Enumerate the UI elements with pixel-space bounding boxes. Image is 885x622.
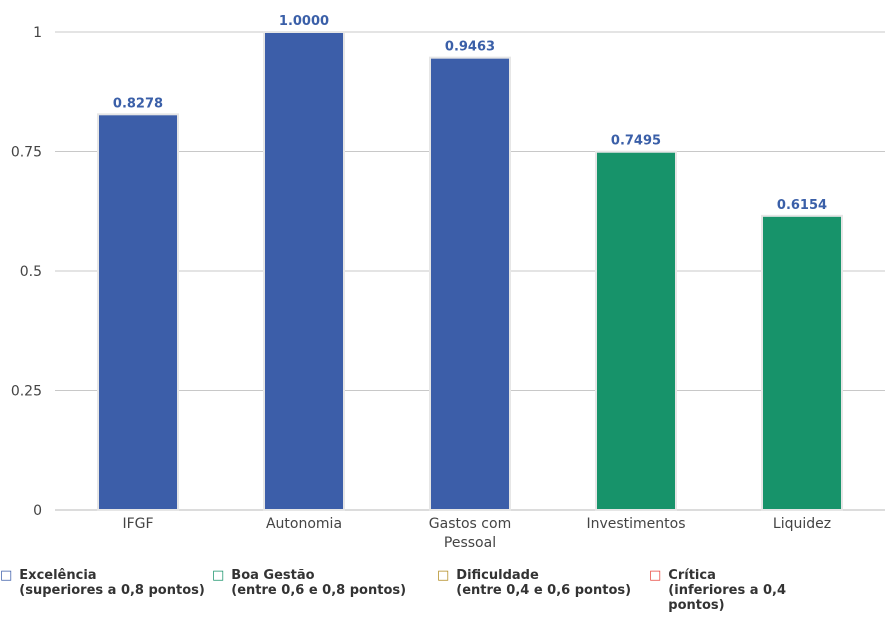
legend: □ Excelência (superiores a 0,8 pontos) □… xyxy=(0,568,885,622)
legend-title: Boa Gestão xyxy=(231,568,315,583)
legend-marker-icon: □ xyxy=(437,568,450,583)
legend-item-boa-gestao: □ Boa Gestão (entre 0,6 e 0,8 pontos) xyxy=(212,568,406,598)
data-label: 0.9463 xyxy=(445,40,495,55)
legend-detail: (superiores a 0,8 pontos) xyxy=(19,583,205,598)
data-label: 0.7495 xyxy=(611,134,661,149)
y-tick-label: 0.75 xyxy=(11,145,42,161)
legend-marker-icon: □ xyxy=(649,568,662,583)
x-category-label: Pessoal xyxy=(444,535,496,551)
x-category-label: Autonomia xyxy=(266,516,342,532)
legend-title: Excelência xyxy=(19,568,97,583)
y-axis-ticks: 0 0.25 0.5 0.75 1 xyxy=(11,25,42,519)
y-tick-label: 0.5 xyxy=(20,264,42,280)
legend-detail: (entre 0,4 e 0,6 pontos) xyxy=(456,583,632,598)
legend-marker-icon: □ xyxy=(212,568,225,583)
legend-item-excelencia: □ Excelência (superiores a 0,8 pontos) xyxy=(0,568,205,598)
bar xyxy=(429,56,511,511)
bar xyxy=(263,31,345,511)
x-category-label: Gastos com xyxy=(429,516,511,532)
x-category-label: Liquidez xyxy=(773,516,831,532)
x-axis-categories: IFGF Autonomia Gastos com Pessoal Investimen… xyxy=(122,516,831,551)
legend-detail: (inferiores a 0,4 xyxy=(668,583,787,598)
legend-title: Dificuldade xyxy=(456,568,539,583)
legend-detail-cont: pontos) xyxy=(668,598,725,613)
bar xyxy=(97,113,179,511)
data-label: 1.0000 xyxy=(279,14,329,29)
y-tick-label: 0 xyxy=(33,503,42,519)
x-category-label: Investimentos xyxy=(586,516,685,532)
legend-detail: (entre 0,6 e 0,8 pontos) xyxy=(231,583,407,598)
data-label: 0.6154 xyxy=(777,198,827,213)
legend-item-critica: □ Crítica (inferiores a 0,4 pontos) xyxy=(649,568,786,613)
legend-title: Crítica xyxy=(668,568,716,583)
bars xyxy=(97,31,843,511)
x-category-label: IFGF xyxy=(122,516,153,532)
bar xyxy=(761,214,843,511)
data-labels: 0.8278 1.0000 0.9463 0.7495 0.6154 xyxy=(113,14,827,213)
bar xyxy=(595,150,677,511)
legend-marker-icon: □ xyxy=(0,568,13,583)
y-tick-label: 1 xyxy=(33,25,42,41)
data-label: 0.8278 xyxy=(113,96,163,111)
bar-chart: 00.250.50.751 0.82781.00000.94630.74950.… xyxy=(11,14,885,551)
y-tick-label: 0.25 xyxy=(11,384,42,400)
legend-item-dificuldade: □ Dificuldade (entre 0,4 e 0,6 pontos) xyxy=(437,568,631,598)
